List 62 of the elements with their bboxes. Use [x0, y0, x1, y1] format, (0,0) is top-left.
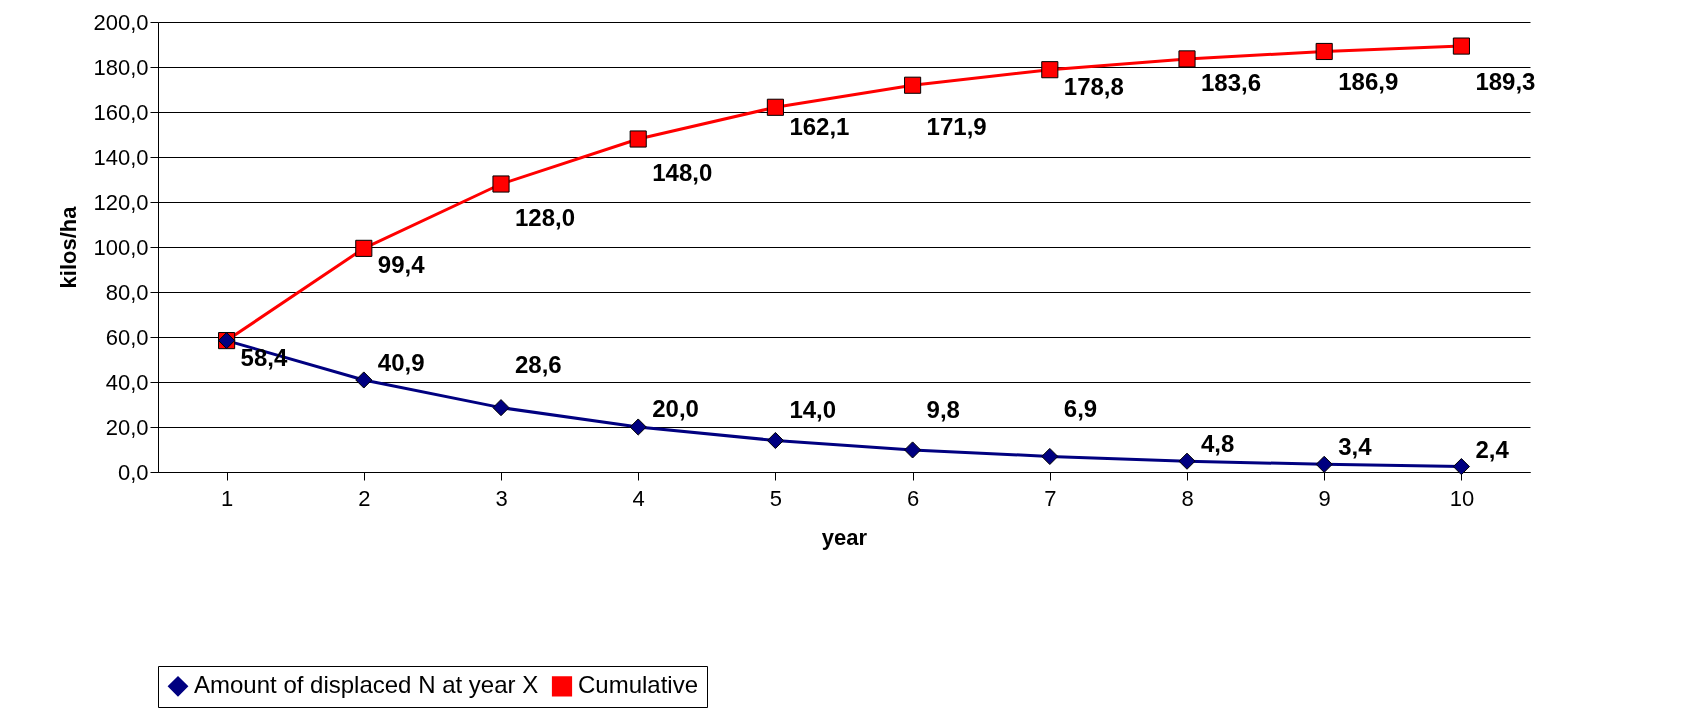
- y-tick-label: 140,0: [93, 144, 149, 170]
- y-tick-label: 160,0: [93, 99, 149, 125]
- y-tick-label: 200,0: [93, 9, 149, 35]
- data-label: 148,0: [652, 159, 713, 186]
- y-tick-label: 100,0: [93, 234, 149, 260]
- data-label: 40,9: [377, 348, 425, 376]
- point: [629, 418, 647, 436]
- point: [355, 239, 373, 257]
- x-tick-label: 9: [1318, 485, 1331, 511]
- point: [1041, 61, 1059, 79]
- point: [904, 441, 922, 459]
- data-label: 128,0: [515, 204, 576, 231]
- data-label: 183,6: [1201, 68, 1262, 96]
- y-axis-title: kilos/ha: [56, 205, 82, 289]
- data-label: 20,0: [652, 395, 699, 422]
- point: [492, 175, 510, 193]
- data-label: 178,8: [1063, 72, 1124, 100]
- x-tick-label: 6: [906, 485, 920, 511]
- data-label: 58,4: [240, 343, 288, 371]
- x-tick-label: 1: [220, 485, 234, 511]
- x-tick-label: 8: [1181, 485, 1194, 511]
- legend-label: Cumulative: [578, 671, 699, 699]
- data-label: 14,0: [789, 395, 837, 423]
- x-tick-label: 5: [769, 485, 783, 511]
- y-tick-label: 60,0: [105, 324, 149, 350]
- point: [1178, 452, 1196, 470]
- data-label: 171,9: [926, 113, 987, 141]
- point: [629, 130, 647, 148]
- x-tick-label: 3: [495, 485, 508, 511]
- y-tick-label: 0,0: [117, 459, 149, 485]
- data-label: 4,8: [1201, 430, 1235, 458]
- data-label: 2,4: [1475, 435, 1510, 463]
- data-label: 9,8: [926, 395, 960, 423]
- point: [1315, 42, 1333, 61]
- legend-label: Amount of displaced N at year X: [194, 671, 539, 699]
- data-label: 6,9: [1063, 395, 1098, 423]
- y-tick-label: 40,0: [105, 369, 149, 395]
- point: [766, 431, 784, 450]
- point: [766, 98, 784, 116]
- data-label: 3,4: [1338, 433, 1373, 461]
- data-label: 186,9: [1338, 68, 1399, 96]
- y-tick-label: 80,0: [105, 279, 149, 305]
- point: [1041, 447, 1059, 466]
- y-tick-label: 120,0: [93, 189, 149, 215]
- x-tick-label: 2: [358, 485, 371, 511]
- point: [1315, 455, 1333, 473]
- point: [904, 76, 922, 94]
- x-axis-title: year: [821, 524, 868, 550]
- x-tick-label: 4: [632, 485, 645, 511]
- y-tick-label: 20,0: [105, 414, 149, 440]
- data-label: 189,3: [1475, 68, 1536, 96]
- y-tick-label: 180,0: [93, 54, 149, 80]
- x-tick-label: 10: [1449, 485, 1475, 511]
- data-label: 162,1: [789, 113, 850, 141]
- data-label: 28,6: [515, 350, 562, 378]
- point: [1452, 37, 1470, 55]
- data-label: 99,4: [377, 251, 426, 279]
- point: [492, 399, 510, 417]
- point: [355, 371, 373, 389]
- x-tick-label: 7: [1044, 485, 1057, 511]
- point: [1452, 458, 1470, 476]
- point: [1178, 50, 1196, 68]
